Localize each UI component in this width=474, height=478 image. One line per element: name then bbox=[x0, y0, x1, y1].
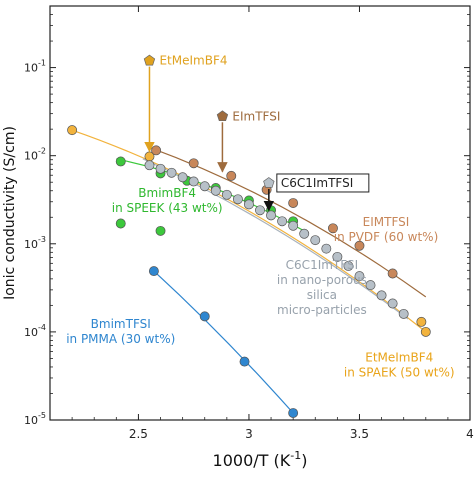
data-point-bmimbf4_speek bbox=[155, 225, 166, 236]
data-point-etmeim_spaek bbox=[416, 316, 427, 327]
data-point-c6c1imtfsi_silica bbox=[155, 163, 166, 174]
y-tick-exponent: -3 bbox=[38, 235, 46, 244]
x-axis-label-text: 1000/T (K bbox=[213, 451, 291, 470]
data-point-bmimtfsi_pmma bbox=[148, 266, 159, 277]
data-point-c6c1imtfsi_silica bbox=[177, 172, 188, 183]
y-tick-exponent: -5 bbox=[38, 411, 46, 420]
y-tick-base: 10 bbox=[24, 238, 38, 251]
x-tick-label: 3 bbox=[245, 427, 253, 441]
data-point-c6c1imtfsi_silica bbox=[188, 176, 199, 187]
y-tick-exponent: -4 bbox=[38, 323, 46, 332]
series-label-etmeimbf4_spaek_label: in SPAEK (50 wt%) bbox=[344, 366, 455, 380]
x-tick-label: 3.5 bbox=[350, 427, 369, 441]
y-tick-exponent: -1 bbox=[38, 59, 46, 68]
y-tick-label: 10-1 bbox=[24, 59, 46, 75]
annotation-marker-c6c1imtfsi_lit bbox=[263, 177, 275, 188]
x-axis-label-sup: -1 bbox=[290, 449, 301, 462]
data-point-eimtfsi_pvdf bbox=[188, 158, 199, 169]
series-label-bmimbf4_speek_label: BmimBF4 bbox=[138, 186, 196, 200]
data-point-etmeim_spaek bbox=[67, 125, 78, 136]
data-point-bmimtfsi_pmma bbox=[239, 356, 250, 367]
y-tick-base: 10 bbox=[24, 62, 38, 75]
data-point-eimtfsi_pvdf bbox=[288, 198, 299, 209]
data-point-c6c1imtfsi_silica bbox=[210, 185, 221, 196]
data-point-bmimtfsi_pmma bbox=[199, 311, 210, 322]
data-point-c6c1imtfsi_silica bbox=[221, 189, 232, 200]
series-label-etmeimbf4_spaek_label: EtMeImBF4 bbox=[365, 351, 433, 365]
series-label-eimtfsi_pvdf_label: EIMTFSI bbox=[363, 215, 410, 229]
data-point-c6c1imtfsi_silica bbox=[332, 251, 343, 262]
series-label-bmimtfsi_pmma_label: BmimTFSI bbox=[91, 317, 151, 331]
data-point-c6c1imtfsi_silica bbox=[255, 205, 265, 216]
data-point-c6c1imtfsi_silica bbox=[166, 167, 177, 178]
data-point-eimtfsi_pvdf bbox=[387, 268, 398, 279]
data-point-eimtfsi_pvdf bbox=[226, 170, 237, 181]
data-point-c6c1imtfsi_silica bbox=[365, 280, 376, 291]
y-tick-base: 10 bbox=[24, 414, 38, 427]
data-point-eimtfsi_pvdf bbox=[327, 223, 338, 234]
data-point-c6c1imtfsi_silica bbox=[398, 308, 409, 319]
data-point-c6c1imtfsi_silica bbox=[343, 261, 354, 271]
data-point-c6c1imtfsi_silica bbox=[321, 243, 332, 254]
y-tick-base: 10 bbox=[24, 326, 38, 339]
x-tick-label: 2.5 bbox=[129, 427, 148, 441]
series-label-bmimbf4_speek_label: in SPEEK (43 wt%) bbox=[112, 201, 223, 215]
data-point-c6c1imtfsi_silica bbox=[232, 194, 243, 205]
annotation-marker-etmeimbf4_lit bbox=[143, 54, 156, 66]
data-point-eimtfsi_pvdf bbox=[151, 145, 162, 156]
series-label-c6c1imtfsi_silica_label: C6C1ImTFSI bbox=[286, 258, 358, 272]
data-point-c6c1imtfsi_silica bbox=[199, 181, 210, 192]
series-label-c6c1imtfsi_silica_label: micro-particles bbox=[277, 303, 367, 317]
y-tick-label: 10-3 bbox=[24, 235, 46, 251]
annotation-label-c6c1imtfsi_lit: C6C1ImTFSI bbox=[281, 176, 353, 190]
series-label-c6c1imtfsi_silica_label: silica bbox=[307, 288, 337, 302]
x-tick-label: 4 bbox=[466, 427, 474, 441]
data-point-c6c1imtfsi_silica bbox=[387, 298, 398, 309]
annotation-marker-eimtfsi_lit bbox=[216, 110, 229, 122]
data-point-bmimbf4_speek bbox=[115, 218, 126, 229]
annotation-box-c6c1imtfsi_lit bbox=[276, 173, 370, 193]
data-point-eimtfsi_pvdf bbox=[354, 240, 365, 251]
x-axis-label-close: ) bbox=[301, 451, 307, 470]
data-point-c6c1imtfsi_silica bbox=[266, 210, 277, 221]
y-tick-base: 10 bbox=[24, 150, 38, 163]
y-tick-label: 10-4 bbox=[24, 323, 46, 339]
data-point-c6c1imtfsi_silica bbox=[299, 228, 310, 239]
data-point-c6c1imtfsi_silica bbox=[310, 235, 321, 246]
fit-line-bmimtfsi_pmma bbox=[153, 270, 294, 414]
data-point-c6c1imtfsi_silica bbox=[376, 290, 387, 301]
y-tick-label: 10-2 bbox=[24, 147, 46, 163]
series-label-c6c1imtfsi_silica_label: in nano-porous bbox=[277, 273, 367, 287]
y-axis-label: Ionic conductivity (S/cm) bbox=[2, 126, 18, 300]
y-tick-label: 10-5 bbox=[24, 411, 46, 427]
data-point-c6c1imtfsi_silica bbox=[277, 216, 288, 227]
plot-frame bbox=[49, 5, 471, 421]
data-point-c6c1imtfsi_silica bbox=[144, 160, 155, 171]
series-label-eimtfsi_pvdf_label: in PVDF (60 wt%) bbox=[334, 230, 439, 244]
data-point-etmeim_spaek bbox=[420, 326, 431, 337]
data-point-bmimtfsi_pmma bbox=[288, 408, 299, 418]
fit-line-c6c1imtfsi_silica bbox=[142, 158, 409, 320]
data-point-c6c1imtfsi_silica bbox=[354, 271, 365, 282]
y-tick-exponent: -2 bbox=[38, 147, 46, 156]
data-point-c6c1imtfsi_silica bbox=[288, 220, 299, 231]
annotation-label-eimtfsi_lit: EImTFSI bbox=[232, 109, 280, 123]
x-axis-label: 1000/T (K-1) bbox=[213, 449, 308, 470]
data-point-c6c1imtfsi_silica bbox=[243, 199, 254, 210]
series-label-bmimtfsi_pmma_label: in PMMA (30 wt%) bbox=[66, 332, 175, 346]
data-point-bmimbf4_speek bbox=[115, 156, 126, 167]
annotation-label-etmeimbf4_lit: EtMeImBF4 bbox=[159, 54, 227, 68]
